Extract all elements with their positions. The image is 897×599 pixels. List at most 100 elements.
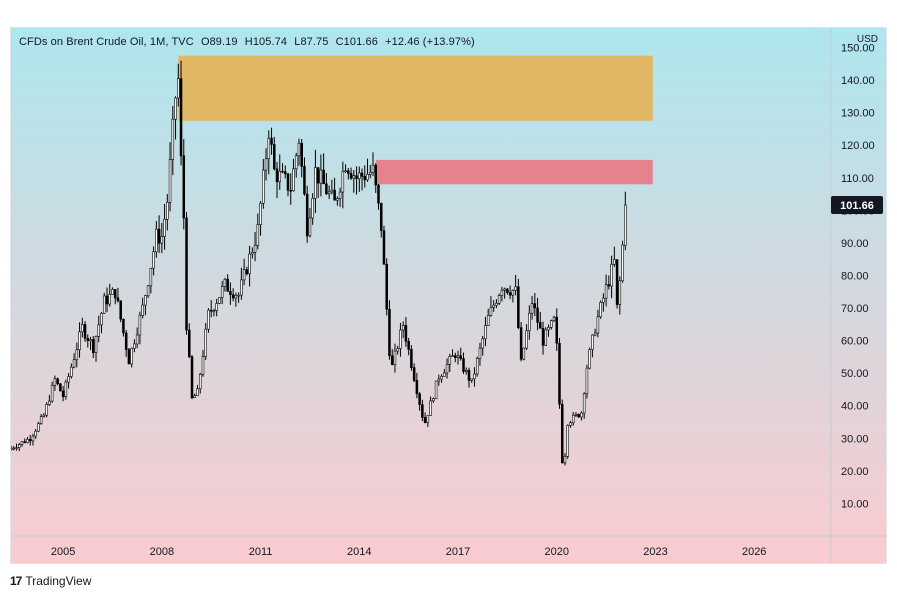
candle-body (621, 244, 624, 282)
x-tick-label: 2017 (446, 546, 470, 558)
candle-body (544, 329, 548, 346)
footer: 17 TradingView (10, 573, 91, 589)
candle-body (275, 168, 279, 183)
candle-body (602, 297, 605, 303)
candle-body (426, 415, 430, 424)
change-value: +12.46 (+13.97%) (385, 36, 475, 48)
candle-body (212, 310, 216, 312)
candle-body (607, 284, 611, 287)
candle-body (37, 423, 40, 432)
candle-body (135, 334, 139, 345)
candle-body (94, 336, 98, 354)
candle-body (552, 316, 556, 321)
candle-body (596, 316, 600, 334)
candle-body (503, 288, 506, 291)
candle-body (26, 439, 29, 443)
candle-body (23, 441, 26, 443)
candle-body (344, 170, 347, 173)
candle-body (300, 142, 303, 167)
candle-body (20, 441, 24, 445)
price-zone-1 (178, 55, 653, 121)
candle-body (182, 155, 186, 219)
candle-body (286, 173, 290, 191)
candle-body (558, 342, 561, 405)
candle-body (127, 349, 131, 365)
candle-body (421, 404, 424, 418)
candle-body (149, 267, 153, 287)
y-tick-label: 30.00 (841, 433, 869, 445)
candle-body (571, 414, 575, 424)
candle-body (528, 312, 531, 332)
candle-body (322, 169, 325, 185)
candle-body (251, 252, 254, 255)
candle-body (388, 308, 391, 357)
candle-body (456, 355, 460, 358)
candle-body (294, 155, 298, 170)
candle-body (188, 329, 191, 357)
candle-body (569, 422, 572, 426)
candle-body (580, 412, 583, 418)
candle-body (64, 381, 68, 398)
candle-body (67, 376, 70, 383)
candle-body (185, 217, 188, 331)
candle-body (12, 447, 16, 450)
candle-body (196, 388, 199, 397)
candle-body (242, 269, 246, 281)
candle-body (262, 169, 265, 204)
candle-body (536, 307, 539, 323)
candle-body (533, 303, 537, 309)
candle-body (83, 324, 87, 339)
candle-body (218, 297, 221, 304)
candle-body (108, 294, 111, 305)
x-tick-label: 2005 (51, 546, 75, 558)
candle-body (624, 204, 627, 246)
candle-body (201, 356, 205, 375)
candle-body (423, 417, 427, 424)
candle-body (174, 97, 177, 120)
candle-body (585, 367, 589, 395)
candle-body (467, 369, 471, 381)
candle-body (111, 289, 114, 295)
candle-body (102, 295, 106, 314)
candle-body (522, 347, 526, 360)
candle-body (89, 339, 92, 342)
candle-body (508, 292, 512, 296)
candle-body (253, 244, 257, 253)
candle-body (506, 288, 509, 293)
candle-body (377, 184, 380, 204)
candle-body (514, 286, 517, 291)
chart-frame[interactable]: 10.00 20.00 30.00 40.00 50.00 60.00 70.00 80.00… (10, 27, 887, 564)
currency-label[interactable]: USD (857, 34, 878, 45)
candle-body (484, 325, 487, 340)
y-tick-label: 150.00 (841, 43, 875, 55)
candle-body (270, 137, 273, 145)
candle-body (179, 78, 183, 157)
candle-body (582, 393, 586, 414)
candle-body (308, 217, 312, 237)
candle-body (613, 259, 616, 265)
chart-svg[interactable]: 10.00 20.00 30.00 40.00 50.00 60.00 70.00 80.00… (11, 28, 886, 563)
candle-body (492, 304, 495, 308)
candle-body (379, 202, 383, 231)
candle-body (550, 320, 553, 328)
candle-body (116, 297, 120, 302)
candle-body (113, 289, 117, 299)
candle-body (404, 325, 408, 342)
candle-body (390, 355, 394, 365)
x-tick-label: 2011 (249, 546, 273, 558)
candle-body (560, 404, 564, 464)
candle-body (489, 307, 493, 316)
candle-body (198, 373, 202, 390)
candle-body (355, 175, 358, 179)
low-value: L87.75 (294, 36, 329, 48)
price-zone-2 (375, 159, 653, 185)
candle-body (418, 393, 421, 405)
candle-body (50, 384, 54, 402)
candle-body (234, 295, 238, 299)
candle-body (157, 228, 161, 244)
candle-body (519, 327, 523, 360)
candle-body (237, 294, 240, 297)
x-tick-label: 2008 (150, 546, 174, 558)
candle-body (281, 170, 284, 173)
candle-body (48, 400, 51, 405)
